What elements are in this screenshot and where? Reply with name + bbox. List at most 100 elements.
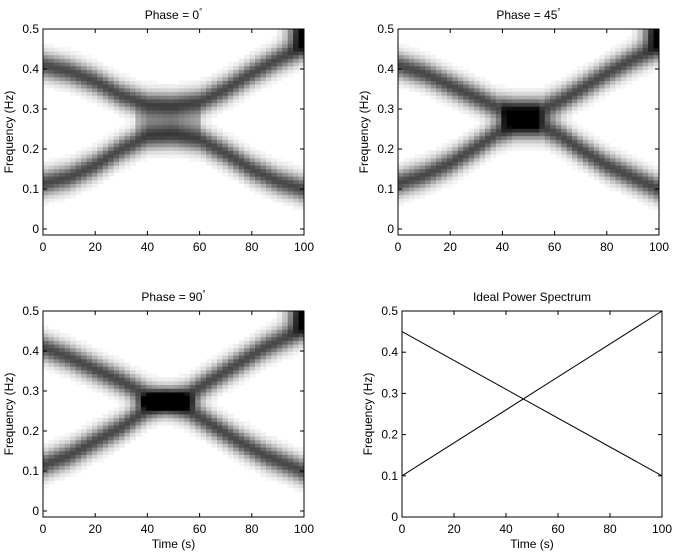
heatmap-cell [233,91,240,96]
heatmap-cell [178,417,185,422]
heatmap-cell [626,176,633,181]
heatmap-cell [271,40,278,45]
heatmap-cell [200,377,207,382]
heatmap-cell [271,458,278,463]
heatmap-cell [271,76,278,81]
heatmap-cell [260,194,267,199]
heatmap-cell [211,421,218,426]
heatmap-cell [430,154,437,159]
heatmap-cell [485,98,491,104]
heatmap-cell [64,351,71,356]
heatmap-cell [501,109,508,115]
heatmap-cell [468,84,475,89]
heatmap-cell [244,150,251,155]
heatmap-cell [119,402,126,408]
heatmap-cell [265,472,272,478]
heatmap-cell [222,172,229,177]
heatmap-cell [653,32,660,37]
heatmap-cell [81,428,87,433]
heatmap-cell [162,399,169,404]
heatmap-cell [572,146,578,151]
heatmap-cell [48,443,55,448]
heatmap-cell [81,58,87,63]
heatmap-cell [91,436,98,441]
heatmap-cell [604,91,611,96]
heatmap-cell [102,447,109,452]
heatmap-cell [48,84,55,89]
heatmap-cell [108,377,115,382]
heatmap-cell [227,65,234,70]
heatmap-cell [430,84,437,89]
heatmap-cell [260,62,267,67]
heatmap-cell [146,106,153,111]
heatmap-cell [217,447,223,452]
heatmap-cell [70,443,77,448]
heatmap-cell [151,102,158,107]
heatmap-cell [287,458,294,463]
heatmap-cell [70,358,77,363]
heatmap-cell [146,377,153,382]
heatmap-cell [195,377,202,382]
heatmap-cell [260,443,267,448]
heatmap-cell [577,76,584,81]
heatmap-cell [436,73,442,78]
heatmap-cell [222,73,229,78]
heatmap-cell [173,146,180,151]
heatmap-cell [119,84,126,89]
heatmap-cell [206,395,213,400]
heatmap-cell [48,76,55,81]
heatmap-cell [271,443,278,448]
heatmap-cell [222,168,229,173]
heatmap-cell [501,146,508,151]
heatmap-cell [97,384,104,389]
heatmap-cell [102,154,109,159]
heatmap-cell [244,87,251,93]
heatmap-cell [265,165,272,170]
heatmap-cell [653,65,660,70]
heatmap-cell [48,194,55,199]
heatmap-cell [244,69,251,74]
heatmap-cell [642,43,649,48]
heatmap-cell [403,80,410,85]
heatmap-cell [249,146,256,151]
heatmap-cell [206,132,213,137]
heatmap-cell [81,454,87,459]
heatmap-cell [642,58,649,63]
heatmap-cell [398,201,404,207]
heatmap-cell [97,176,104,181]
heatmap-cell [528,106,535,111]
heatmap-cell [146,102,153,107]
heatmap-cell [130,154,136,159]
heatmap-cell [276,333,283,338]
heatmap-cell [539,117,546,122]
heatmap-cell [124,439,131,444]
heatmap-cell [298,40,305,45]
heatmap-cell [151,117,158,122]
heatmap-cell [265,69,272,74]
heatmap-cell [43,176,49,181]
heatmap-cell [227,139,234,144]
heatmap-cell [227,454,234,459]
heatmap-cell [544,106,551,111]
heatmap-cell [555,117,562,122]
heatmap-cell [244,443,251,448]
y-tick-label: 0.1 [22,182,39,196]
heatmap-cell [293,325,300,330]
heatmap-cell [189,384,196,389]
heatmap-cell [97,150,104,155]
heatmap-cell [293,336,300,341]
heatmap-cell [200,154,207,159]
heatmap-cell [626,40,633,45]
heatmap-cell [130,380,136,386]
heatmap-cell [146,113,153,118]
heatmap-cell [211,80,218,85]
x-tick-label: 20 [89,522,103,536]
heatmap-cell [184,410,191,415]
heatmap-cell [582,76,589,81]
heatmap-cell [398,73,404,78]
heatmap-cell [184,120,191,126]
heatmap-cell [523,146,529,151]
heatmap-cell [260,344,267,349]
y-axis-label: Frequency (Hz) [2,91,16,174]
heatmap-cell [227,132,234,137]
